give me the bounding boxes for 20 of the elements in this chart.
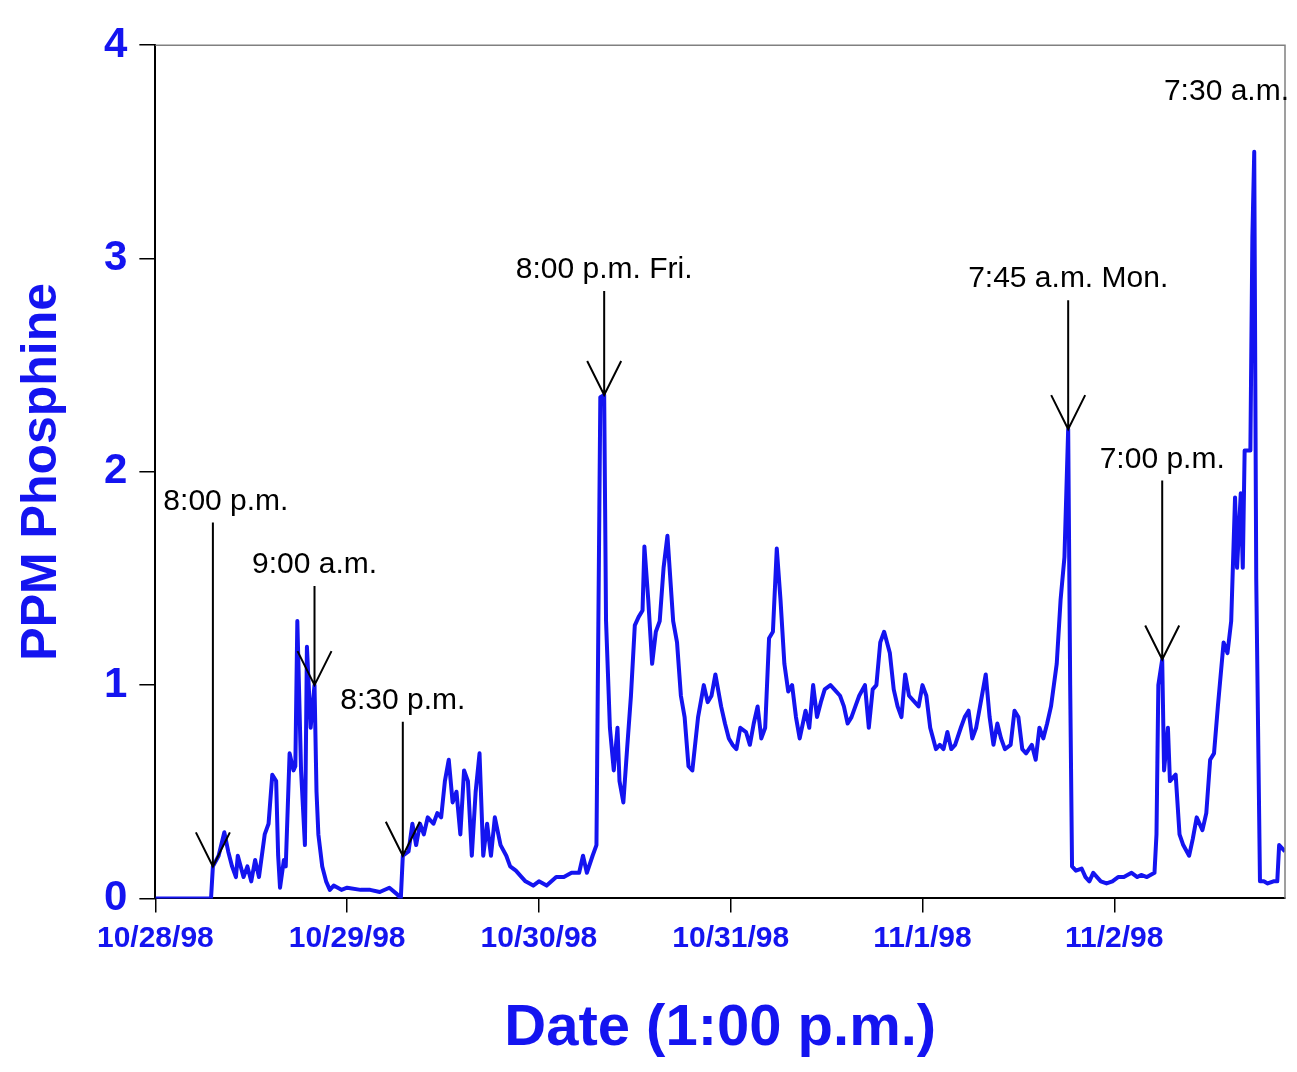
annotation: 7:30 a.m. — [1163, 73, 1290, 107]
y-axis-title: PPM Phosphine — [10, 282, 67, 661]
annotation: 8:00 p.m. Fri. — [515, 251, 693, 285]
x-tick-label: 10/31/98 — [672, 919, 790, 953]
y-tick-label: 2 — [104, 445, 128, 493]
y-tick-label: 0 — [104, 871, 128, 919]
annotation: 8:00 p.m. — [163, 482, 289, 516]
annotation: 9:00 a.m. — [251, 546, 378, 580]
x-tick-label: 10/28/98 — [96, 919, 214, 953]
y-tick-label: 4 — [104, 18, 128, 66]
annotation: 7:00 p.m. — [1099, 440, 1225, 474]
x-tick-label: 11/2/98 — [1065, 919, 1164, 953]
annotation: 8:30 p.m. — [340, 682, 466, 716]
x-tick-label: 10/29/98 — [288, 919, 406, 953]
annotation: 7:45 a.m. Mon. — [968, 260, 1169, 294]
y-tick-label: 3 — [104, 232, 128, 280]
x-axis-title: Date (1:00 p.m.) — [504, 992, 937, 1058]
x-tick-label: 11/1/98 — [873, 919, 972, 953]
x-tick-label: 10/30/98 — [480, 919, 598, 953]
y-tick-label: 1 — [104, 658, 128, 706]
